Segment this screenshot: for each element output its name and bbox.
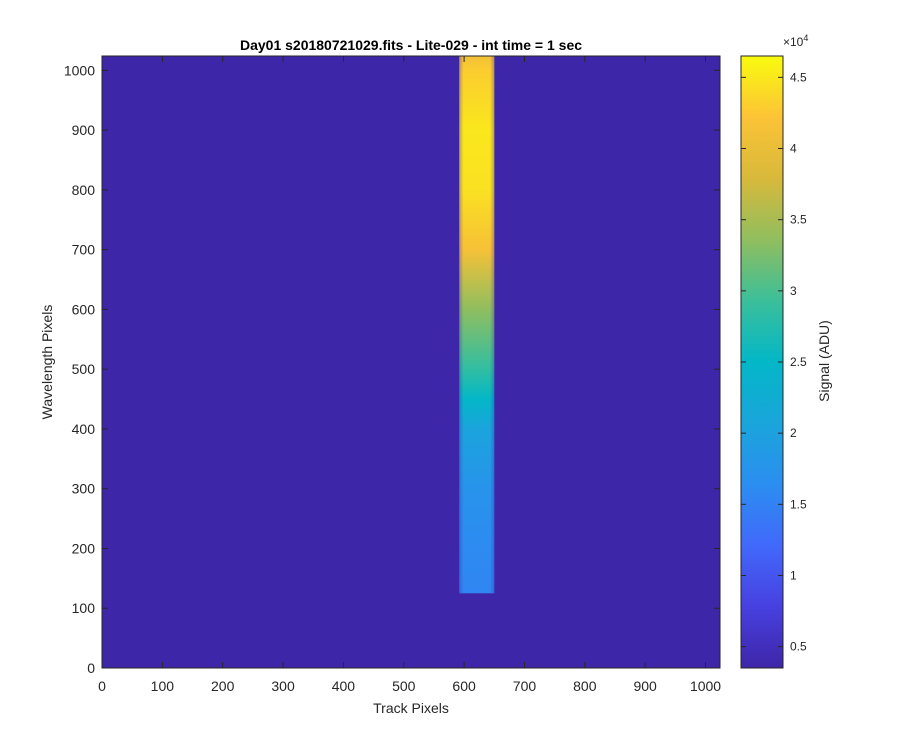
y-axis-label: Wavelength Pixels xyxy=(39,305,55,420)
x-tick-label: 800 xyxy=(573,678,597,694)
x-tick-label: 900 xyxy=(633,678,657,694)
x-tick-label: 200 xyxy=(211,678,235,694)
colorbar-tick-label: 2.5 xyxy=(790,355,807,369)
colorbar-tick-label: 4 xyxy=(790,142,797,156)
x-tick-label: 600 xyxy=(452,678,476,694)
plot-frame xyxy=(101,55,721,669)
signal-band-edge-shade xyxy=(459,56,495,594)
y-tick-label: 300 xyxy=(72,481,96,497)
x-tick-label: 1000 xyxy=(690,678,721,694)
y-tick-label: 400 xyxy=(72,421,96,437)
y-axis-ticks: 0 100 200 300 400 500 600 700 800 900 1000 xyxy=(64,62,720,676)
colorbar: 0.5 1 1.5 2 2.5 3 3.5 4 4.5 ×104 Signal (ADU) xyxy=(740,33,832,669)
x-tick-label: 400 xyxy=(332,678,356,694)
y-tick-label: 800 xyxy=(72,182,96,198)
y-tick-label: 0 xyxy=(87,660,95,676)
colorbar-tick-label: 0.5 xyxy=(790,640,807,654)
x-axis-ticks: 0 100 200 300 400 500 600 700 800 900 1000 xyxy=(98,56,721,694)
y-tick-label: 900 xyxy=(72,122,96,138)
colorbar-ticks: 0.5 1 1.5 2 2.5 3 3.5 4 4.5 xyxy=(741,70,807,654)
colorbar-scale xyxy=(740,55,784,669)
y-tick-label: 200 xyxy=(72,540,96,556)
colorbar-tick-label: 1.5 xyxy=(790,497,807,511)
y-tick-label: 700 xyxy=(72,242,96,258)
colorbar-tick-label: 4.5 xyxy=(790,70,807,84)
colorbar-tick-label: 3 xyxy=(790,284,797,298)
x-tick-label: 700 xyxy=(513,678,537,694)
x-tick-label: 500 xyxy=(392,678,416,694)
plot-area: 0 100 200 300 400 500 600 700 800 900 1000 0 100 200… xyxy=(64,55,721,694)
colorbar-tick-label: 2 xyxy=(790,426,797,440)
y-tick-label: 100 xyxy=(72,600,96,616)
x-tick-label: 100 xyxy=(151,678,175,694)
y-tick-label: 600 xyxy=(72,301,96,317)
y-tick-label: 500 xyxy=(72,361,96,377)
plot-background xyxy=(102,56,720,668)
x-axis-label: Track Pixels xyxy=(373,700,449,716)
colorbar-exponent: ×104 xyxy=(783,33,808,49)
x-tick-label: 0 xyxy=(98,678,106,694)
colorbar-tick-label: 1 xyxy=(790,568,797,582)
y-tick-label: 1000 xyxy=(64,62,95,78)
colorbar-label: Signal (ADU) xyxy=(816,320,832,402)
colorbar-tick-label: 3.5 xyxy=(790,213,807,227)
x-tick-label: 300 xyxy=(271,678,295,694)
chart-title: Day01 s20180721029.fits - Lite-029 - int… xyxy=(240,37,582,53)
